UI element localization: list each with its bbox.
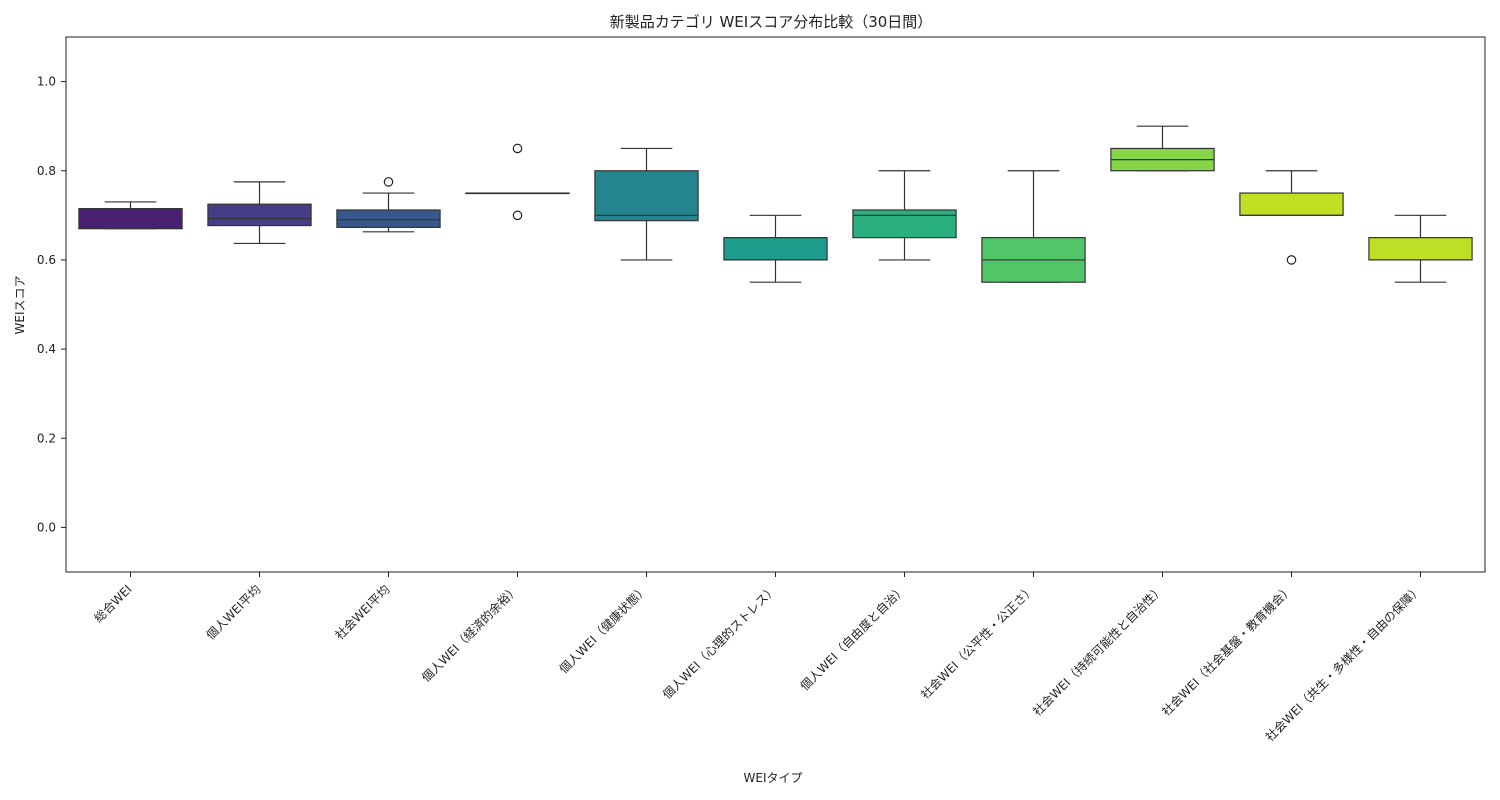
- y-axis-label: WEIスコア: [13, 276, 27, 335]
- outlier-point: [512, 143, 523, 154]
- outlier-point: [1286, 255, 1297, 265]
- box: [723, 237, 828, 261]
- box: [1239, 192, 1344, 216]
- x-tick-label: 総合WEI: [91, 582, 135, 626]
- box: [852, 209, 957, 239]
- x-tick-label: 社会WEI（持続可能性と自治性）: [1029, 582, 1166, 719]
- box: [207, 203, 312, 227]
- outlier-point: [512, 210, 523, 221]
- x-tick-label: 個人WEI（経済的余裕）: [418, 582, 521, 685]
- x-axis-label: WEIタイプ: [744, 771, 803, 785]
- box: [78, 208, 183, 230]
- x-tick-label: 個人WEI平均: [204, 582, 264, 642]
- x-tick-label: 社会WEI（社会基盤・教育機会）: [1158, 582, 1295, 719]
- x-tick-label: 個人WEI（健康状態）: [556, 582, 651, 677]
- box: [1368, 237, 1473, 261]
- x-tick-label: 社会WEI平均: [332, 582, 393, 643]
- plot-frame: [65, 36, 1486, 573]
- x-tick-label: 社会WEI（公平性・公正さ）: [917, 582, 1037, 702]
- x-tick-label: 個人WEI（自由度と自治）: [797, 582, 909, 694]
- y-tick-label: 0.8: [37, 164, 56, 178]
- y-tick-label: 1.0: [37, 75, 56, 89]
- x-tick-label: 社会WEI（共生・多様性・自由の保障）: [1262, 582, 1425, 745]
- outlier-point: [383, 177, 394, 187]
- y-tick-label: 0.4: [37, 342, 56, 356]
- y-tick-label: 0.2: [37, 431, 56, 445]
- box: [594, 170, 699, 222]
- y-tick-label: 0.6: [37, 253, 56, 267]
- y-tick-label: 0.0: [37, 520, 56, 534]
- box: [336, 209, 441, 228]
- chart-title: 新製品カテゴリ WEIスコア分布比較（30日間）: [610, 13, 933, 31]
- x-tick-label: 個人WEI（心理的ストレス）: [659, 582, 779, 702]
